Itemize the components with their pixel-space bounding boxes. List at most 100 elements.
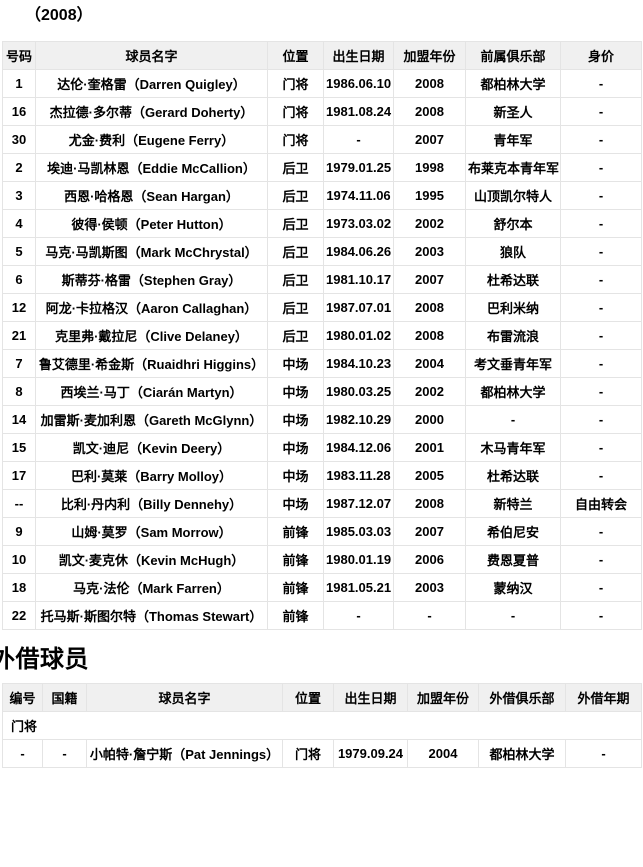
column-header: 加盟年份 — [407, 683, 479, 712]
table-cell: 8 — [2, 377, 36, 406]
table-cell: 2007 — [393, 265, 466, 294]
table-cell: 2008 — [393, 489, 466, 518]
table-cell: 22 — [2, 601, 36, 630]
table-cell: 凯文·迪尼（Kevin Deery） — [35, 433, 268, 462]
table-cell: 1987.07.01 — [323, 293, 394, 322]
table-cell: 阿龙·卡拉格汉（Aaron Callaghan） — [35, 293, 268, 322]
table-cell: 3 — [2, 181, 36, 210]
table-cell: 门将 — [282, 739, 334, 768]
squad-table: 号码 球员名字 位置 出生日期 加盟年份 前属俱乐部 身价 1 达伦·奎格雷（Darren Qu… — [2, 41, 642, 630]
table-row: - - 小帕特·詹宁斯（Pat Jennings） 门将 1979.09.24 2004 都… — [2, 739, 642, 768]
column-header: 位置 — [267, 41, 324, 70]
table-cell: 2007 — [393, 517, 466, 546]
table-cell: 后卫 — [267, 181, 324, 210]
table-row: 5 马克·马凯斯图（Mark McChrystal） 后卫 1984.06.26 200… — [2, 237, 642, 266]
table-cell: - — [2, 739, 43, 768]
table-cell: 1 — [2, 69, 36, 98]
column-header: 球员名字 — [86, 683, 283, 712]
table-cell: 2001 — [393, 433, 466, 462]
table-cell: 青年军 — [465, 125, 561, 154]
table-cell: 1973.03.02 — [323, 209, 394, 238]
table-cell: 舒尔本 — [465, 209, 561, 238]
table-row: 4 彼得·侯顿（Peter Hutton） 后卫 1973.03.02 2002 舒尔本 - — [2, 209, 642, 238]
loan-players-table: 编号 国籍 球员名字 位置 出生日期 加盟年份 外借俱乐部 外借年期 门将 - - 小帕特·詹宁斯（P… — [2, 683, 642, 768]
table-row: 16 杰拉德·多尔蒂（Gerard Doherty） 门将 1981.08.24 200… — [2, 97, 642, 126]
season-title: （2008） — [25, 7, 93, 24]
table-cell: 前锋 — [267, 517, 324, 546]
column-header: 位置 — [282, 683, 334, 712]
table-cell: 中场 — [267, 433, 324, 462]
table-cell: - — [560, 545, 642, 574]
table-cell: 2005 — [393, 461, 466, 490]
column-header: 外借俱乐部 — [478, 683, 566, 712]
table-cell: 7 — [2, 349, 36, 378]
table-cell: - — [560, 461, 642, 490]
table-cell: 后卫 — [267, 293, 324, 322]
table-cell: 巴利·莫莱（Barry Molloy） — [35, 461, 268, 490]
table-cell: 彼得·侯顿（Peter Hutton） — [35, 209, 268, 238]
column-header: 编号 — [2, 683, 43, 712]
table-cell: 希伯尼安 — [465, 517, 561, 546]
table-cell: 2007 — [393, 125, 466, 154]
table-cell: 马克·法伦（Mark Farren） — [35, 573, 268, 602]
table-cell: 达伦·奎格雷（Darren Quigley） — [35, 69, 268, 98]
table-row: 17 巴利·莫莱（Barry Molloy） 中场 1983.11.28 2005 杜希达… — [2, 461, 642, 490]
column-header: 外借年期 — [565, 683, 642, 712]
table-row: 1 达伦·奎格雷（Darren Quigley） 门将 1986.06.10 2008 都… — [2, 69, 642, 98]
table-cell: 2006 — [393, 545, 466, 574]
table-cell: 17 — [2, 461, 36, 490]
table-cell: - — [560, 601, 642, 630]
table-row: 6 斯蒂芬·格雷（Stephen Gray） 后卫 1981.10.17 2007 杜希达… — [2, 265, 642, 294]
table-cell: 14 — [2, 405, 36, 434]
table-cell: - — [560, 349, 642, 378]
table-cell: 1984.10.23 — [323, 349, 394, 378]
table-cell: - — [560, 265, 642, 294]
table-cell: - — [560, 321, 642, 350]
table-cell: 加雷斯·麦加利恩（Gareth McGlynn） — [35, 405, 268, 434]
table-cell: 埃迪·马凯林恩（Eddie McCallion） — [35, 153, 268, 182]
table-cell: 9 — [2, 517, 36, 546]
table-cell: - — [323, 125, 394, 154]
table-cell: 1981.10.17 — [323, 265, 394, 294]
table-row: -- 比利·丹内利（Billy Dennehy） 中场 1987.12.07 2008 新… — [2, 489, 642, 518]
table-cell: 前锋 — [267, 601, 324, 630]
table-cell: 凯文·麦克休（Kevin McHugh） — [35, 545, 268, 574]
table-row: 2 埃迪·马凯林恩（Eddie McCallion） 后卫 1979.01.25 199… — [2, 153, 642, 182]
table-cell: 2004 — [393, 349, 466, 378]
table-cell: - — [560, 209, 642, 238]
table-cell: 西埃兰·马丁（Ciarán Martyn） — [35, 377, 268, 406]
table-cell: 都柏林大学 — [465, 69, 561, 98]
table-cell: 2000 — [393, 405, 466, 434]
table-row: 14 加雷斯·麦加利恩（Gareth McGlynn） 中场 1982.10.29 20… — [2, 405, 642, 434]
table-cell: 后卫 — [267, 237, 324, 266]
header-row: 号码 球员名字 位置 出生日期 加盟年份 前属俱乐部 身价 — [2, 41, 642, 70]
table-cell: - — [560, 153, 642, 182]
table-cell: 都柏林大学 — [478, 739, 566, 768]
table-cell: 5 — [2, 237, 36, 266]
column-header: 加盟年份 — [393, 41, 466, 70]
column-header: 出生日期 — [333, 683, 408, 712]
table-cell: - — [560, 377, 642, 406]
table-cell: 30 — [2, 125, 36, 154]
table-cell: 门将 — [267, 125, 324, 154]
table-cell: - — [393, 601, 466, 630]
table-cell: 后卫 — [267, 153, 324, 182]
table-cell: 2008 — [393, 69, 466, 98]
table-cell: 1984.06.26 — [323, 237, 394, 266]
table-cell: 1980.01.02 — [323, 321, 394, 350]
page: （2008） 号码 球员名字 位置 出生日期 加盟年份 前属俱乐部 身价 1 达伦·奎格雷（Da… — [0, 6, 643, 768]
table-cell: - — [560, 181, 642, 210]
table-cell: 16 — [2, 97, 36, 126]
table-cell: 门将 — [267, 97, 324, 126]
table-cell: 2002 — [393, 209, 466, 238]
table-cell: 前锋 — [267, 545, 324, 574]
column-header: 出生日期 — [323, 41, 394, 70]
table-cell: 1982.10.29 — [323, 405, 394, 434]
table-cell: 1995 — [393, 181, 466, 210]
table-cell: 15 — [2, 433, 36, 462]
table-cell: 1985.03.03 — [323, 517, 394, 546]
table-row: 7 鲁艾德里·希金斯（Ruaidhri Higgins） 中场 1984.10.23 2… — [2, 349, 642, 378]
table-row: 15 凯文·迪尼（Kevin Deery） 中场 1984.12.06 2001 木马青年… — [2, 433, 642, 462]
table-row: 9 山姆·莫罗（Sam Morrow） 前锋 1985.03.03 2007 希伯尼安 - — [2, 517, 642, 546]
position-group-label: 门将 — [2, 711, 642, 740]
